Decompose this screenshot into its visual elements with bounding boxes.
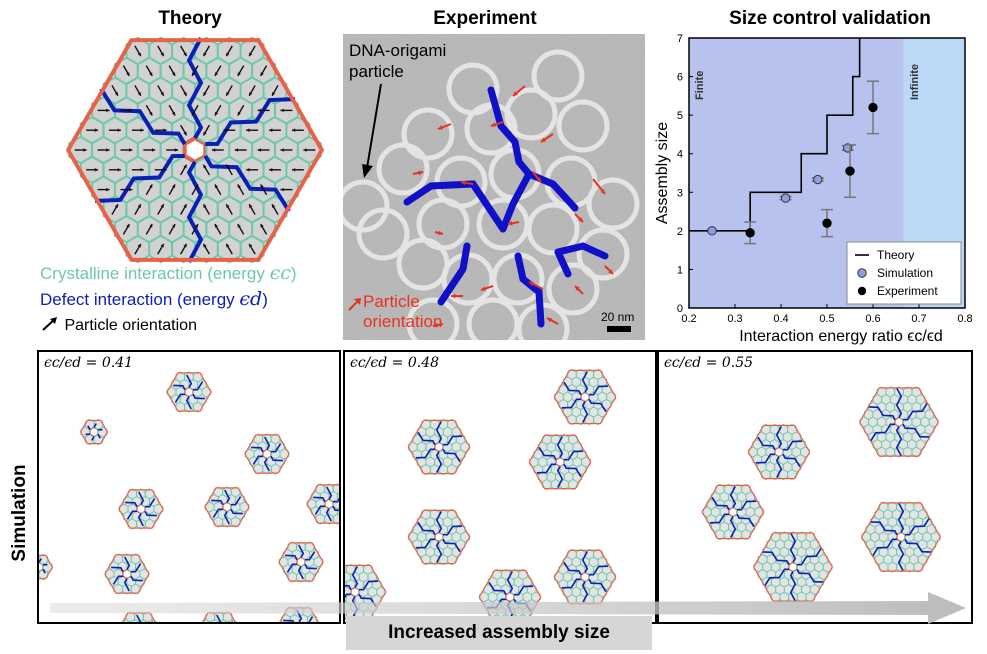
panel-2-ratio-label: ϵc/ϵd = 0.48 [350, 355, 440, 371]
y-axis-label: Assembly size [654, 122, 671, 224]
x-tick-label: 0.7 [911, 313, 926, 325]
legend-simulation: Simulation [877, 266, 933, 280]
orientation-arrow-icon [42, 317, 57, 331]
orientation-pointer-arrow-icon [348, 298, 361, 311]
simulated-assembly [528, 433, 592, 491]
experiment-title: Experiment [433, 8, 537, 29]
crystalline-legend: Crystalline interaction (energy ϵc) [40, 262, 297, 284]
x-tick-label: 0.5 [819, 313, 834, 325]
experiment-point [745, 228, 755, 238]
y-tick-label: 5 [677, 110, 683, 122]
x-tick-label: 0.6 [865, 313, 880, 325]
simulated-assembly [747, 423, 811, 481]
y-tick-label: 4 [677, 149, 683, 161]
simulated-assembly [407, 508, 471, 566]
simulated-assembly [79, 418, 109, 446]
simulation-point [707, 226, 717, 236]
micrograph-drawing [343, 34, 645, 340]
y-tick-label: 7 [677, 33, 683, 45]
simulation-panel-1-drawing [39, 371, 339, 622]
orientation-label: Particle orientation [363, 292, 443, 331]
particle-pointer-arrow-icon [362, 83, 382, 178]
experiment-point [822, 218, 832, 228]
y-tick-label: 3 [677, 187, 683, 199]
simulation-panel-1: ϵc/ϵd = 0.41 [37, 350, 341, 624]
simulated-assembly [39, 553, 54, 581]
x-tick-label: 0.4 [773, 313, 788, 325]
simulated-assembly [701, 483, 765, 541]
simulation-panel-3-drawing [701, 386, 942, 603]
simulated-assembly [553, 548, 617, 606]
simulation-point [813, 174, 823, 185]
panel-3-ratio-label: ϵc/ϵd = 0.55 [664, 355, 754, 371]
theory-step-line [689, 38, 861, 232]
y-tick-label: 2 [677, 226, 683, 238]
simulation-panel-3: ϵc/ϵd = 0.55 [657, 350, 973, 624]
particle-label: DNA-origami particle [349, 41, 447, 81]
validation-title: Size control validation [729, 8, 931, 29]
simulated-assembly [407, 418, 471, 476]
y-tick-label: 0 [677, 303, 683, 315]
simulated-assembly [166, 371, 212, 413]
experiment-micrograph: DNA-origami particle Particle orientatio… [343, 34, 645, 340]
defect-symbol: ϵd [239, 288, 263, 310]
crystalline-symbol: ϵc [269, 262, 291, 284]
simulated-assembly [752, 531, 834, 603]
panel-1-ratio-label: ϵc/ϵd = 0.41 [44, 355, 134, 371]
x-tick-label: 0.2 [681, 313, 696, 325]
simulated-assembly [278, 541, 324, 583]
theory-lattice [65, 36, 325, 264]
simulated-assembly [204, 486, 250, 528]
y-tick-label: 1 [677, 264, 683, 276]
increased-assembly-size-label: Increased assembly size [346, 616, 652, 650]
simulated-assembly [860, 501, 942, 573]
x-tick-label: 0.3 [727, 313, 742, 325]
increase-arrow-icon [50, 592, 966, 624]
simulated-assembly [244, 433, 290, 475]
simulated-assembly [306, 483, 339, 525]
defect-legend: Defect interaction (energy ϵd) [40, 288, 268, 310]
finite-label: Finite [694, 71, 706, 100]
infinite-label: Infinite [909, 64, 921, 100]
simulated-assembly [858, 386, 940, 458]
validation-chart: Finite Infinite 0.2 0.3 0.4 0.5 0.6 0.7 0.8 0 1 2 3 4… [654, 33, 973, 345]
legend-experiment: Experiment [877, 284, 938, 298]
simulated-assembly [118, 488, 164, 530]
orientation-legend: Particle orientation [40, 316, 197, 335]
simulation-side-label: Simulation [9, 464, 30, 562]
experiment-point [868, 102, 878, 113]
x-tick-label: 0.8 [957, 313, 972, 325]
simulated-assembly [201, 611, 237, 622]
scale-bar [607, 326, 631, 332]
simulated-assembly [553, 368, 617, 426]
simulation-point [780, 193, 791, 203]
simulation-panel-2-drawing [345, 368, 617, 622]
simulation-panel-2: ϵc/ϵd = 0.48 [343, 350, 657, 624]
legend-theory: Theory [877, 248, 914, 262]
experiment-point [845, 166, 855, 176]
scale-label: 20 nm [601, 310, 635, 324]
theory-title: Theory [158, 8, 222, 29]
simulated-assembly [104, 553, 150, 595]
y-tick-label: 6 [677, 72, 683, 84]
x-axis-label: Interaction energy ratio ϵc/ϵd [739, 328, 943, 345]
